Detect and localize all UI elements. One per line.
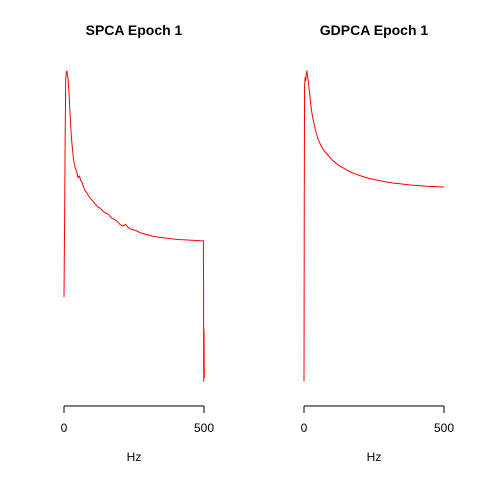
spca-x-axis-label: Hz (127, 450, 142, 464)
spca-series-line (63, 70, 205, 382)
gdpca-x-tick-label-0: 0 (301, 421, 308, 435)
spca-x-tick-label-500: 500 (194, 421, 214, 435)
gdpca-x-tick-label-500: 500 (434, 421, 454, 435)
spca-panel-title: SPCA Epoch 1 (86, 22, 183, 38)
gdpca-panel: GDPCA Epoch 1 0 500 Hz (301, 22, 455, 464)
gdpca-series-line (303, 70, 445, 382)
spca-x-tick-label-0: 0 (61, 421, 68, 435)
spca-panel: SPCA Epoch 1 0 500 Hz (61, 22, 215, 464)
gdpca-panel-title: GDPCA Epoch 1 (320, 22, 429, 38)
gdpca-x-axis-label: Hz (367, 450, 382, 464)
